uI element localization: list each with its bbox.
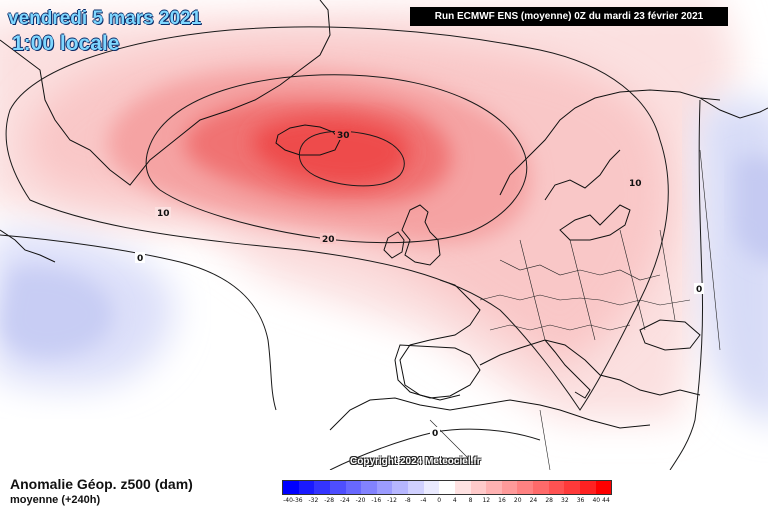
legend-label: 36 — [576, 497, 585, 504]
legend-swatch — [548, 481, 565, 494]
legend-swatch — [329, 481, 346, 494]
legend-swatch — [439, 481, 455, 494]
legend-label: 4 — [452, 497, 457, 504]
legend-swatch — [595, 481, 612, 494]
legend-label: 44 — [602, 497, 610, 504]
legend-swatch — [314, 481, 330, 494]
legend-swatch — [392, 481, 408, 494]
negative-anomaly-atlantic-core — [0, 267, 114, 358]
forecast-date: vendredi 5 mars 2021 — [8, 8, 202, 29]
north-africa — [329, 397, 651, 431]
legend-label: 8 — [468, 497, 473, 504]
legend-swatch — [470, 481, 487, 494]
russia-arctic-coast — [699, 97, 768, 119]
forecast-time: 1:00 locale — [12, 32, 120, 55]
coastlines — [0, 0, 768, 431]
legend-label: 32 — [561, 497, 569, 504]
legend-swatch — [533, 481, 549, 494]
legend-swatch — [283, 481, 299, 494]
legend-label: -16 — [371, 497, 382, 504]
variable-title: Anomalie Géop. z500 (dam) — [10, 476, 193, 492]
contour-label-20: 20 — [322, 235, 335, 245]
scandinavia-inner — [544, 149, 621, 201]
legend-swatch — [423, 481, 440, 494]
country-borders — [429, 149, 721, 470]
ireland — [383, 231, 405, 259]
iceland-coast — [275, 124, 341, 156]
contour-labels: 30 20 10 10 0 0 0 — [135, 129, 704, 439]
legend-label: 0 — [437, 497, 442, 504]
legend-label: -28 — [324, 497, 335, 504]
legend-swatch — [517, 481, 533, 494]
legend-label: -40 — [283, 497, 293, 504]
variable-subtitle: moyenne (+240h) — [10, 494, 101, 506]
legend-label: 28 — [545, 497, 553, 504]
north-america-coast — [0, 229, 56, 263]
black-sea — [639, 319, 701, 351]
scandinavia-coast — [499, 89, 721, 196]
italy — [544, 339, 591, 399]
legend-label: 24 — [529, 497, 538, 504]
legend-label: -32 — [308, 497, 319, 504]
legend-swatch — [501, 481, 518, 494]
legend-label: 40 — [592, 497, 601, 504]
legend-label: 12 — [482, 497, 491, 504]
legend-swatch — [408, 481, 424, 494]
contour-label-0-east: 0 — [696, 285, 702, 295]
legend-swatch — [298, 481, 315, 494]
legend-swatch — [345, 481, 362, 494]
contour-20 — [145, 74, 528, 244]
anomaly-shading — [0, 0, 768, 421]
legend-label: 16 — [498, 497, 506, 504]
legend-swatch — [564, 481, 580, 494]
anomaly-map: 30 20 10 10 0 0 0 — [0, 0, 768, 470]
legend-label: -24 — [339, 497, 350, 504]
copyright-notice: Copyright 2024 Meteociel.fr — [350, 456, 481, 467]
legend-label: -12 — [387, 497, 397, 504]
legend-swatch — [486, 481, 502, 494]
contour-0-atlantic — [0, 234, 277, 411]
legend-label: -8 — [404, 497, 411, 504]
mediterranean-north — [479, 339, 701, 396]
color-legend: -40 -36 -32 -28 -24 -20 -16 -12 -8 -4 0 4 8 12 16 20 24 2… — [282, 480, 612, 508]
legend-swatch — [579, 481, 596, 494]
contour-label-0-atlantic: 0 — [137, 254, 143, 264]
contour-label-30: 30 — [337, 131, 350, 141]
greenland-coast — [0, 0, 331, 186]
contour-label-10-east: 10 — [629, 179, 642, 189]
british-isles — [401, 204, 441, 266]
legend-label: -4 — [420, 497, 427, 504]
contour-0-east — [669, 99, 704, 470]
negative-anomaly-east-core — [735, 156, 768, 263]
legend-label: -36 — [292, 497, 303, 504]
legend-label: -20 — [355, 497, 366, 504]
legend-swatch — [454, 481, 471, 494]
legend-swatch — [376, 481, 393, 494]
contour-10 — [5, 26, 669, 411]
run-info-banner: Run ECMWF ENS (moyenne) 0Z du mardi 23 f… — [410, 7, 728, 26]
legend-color-bar — [282, 480, 612, 495]
contour-label-0-africa: 0 — [432, 429, 438, 439]
baltic — [559, 204, 631, 241]
iberia — [394, 344, 481, 399]
contour-label-10-west: 10 — [157, 209, 170, 219]
anomaly-contours — [0, 26, 704, 470]
legend-label: 20 — [513, 497, 522, 504]
legend-labels: -40 -36 -32 -28 -24 -20 -16 -12 -8 -4 0 4 8 12 16 20 24 2… — [282, 497, 612, 507]
legend-swatch — [361, 481, 377, 494]
